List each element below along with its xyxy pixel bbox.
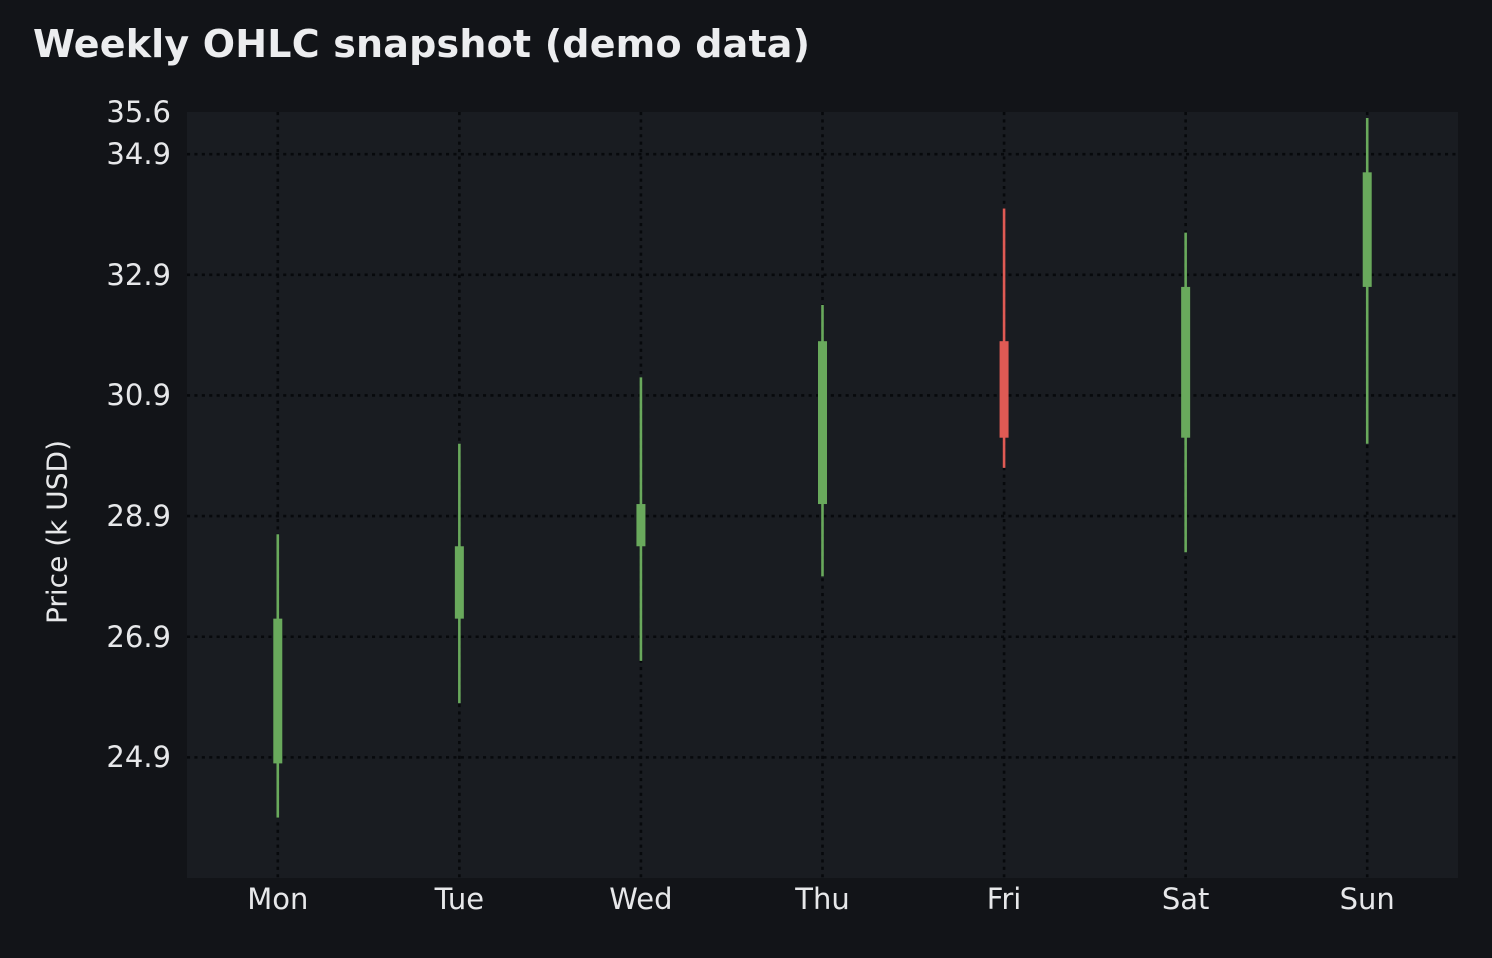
x-tick-label: Fri — [986, 882, 1022, 916]
y-tick-label: 32.9 — [106, 257, 171, 292]
candle-body — [636, 504, 646, 547]
x-tick-label: Mon — [247, 882, 309, 916]
chart-title: Weekly OHLC snapshot (demo data) — [33, 22, 811, 66]
candle-body — [1362, 172, 1372, 287]
candle-body — [273, 618, 283, 764]
y-tick-label: 34.9 — [106, 137, 171, 172]
candle-body — [454, 546, 464, 619]
x-tick-label: Sun — [1339, 882, 1395, 916]
x-tick-label: Sat — [1161, 882, 1210, 916]
y-tick-label: 24.9 — [106, 740, 171, 775]
y-tick-label: 35.6 — [106, 95, 171, 129]
plot-area — [187, 112, 1458, 878]
candlestick-plot — [187, 112, 1458, 878]
candle-body — [1181, 286, 1191, 438]
x-tick-label: Thu — [795, 882, 850, 916]
y-tick-label: 26.9 — [106, 619, 171, 654]
y-tick-label: 30.9 — [106, 378, 171, 413]
x-tick-label: Tue — [434, 882, 485, 916]
x-tick-label: Wed — [609, 882, 673, 916]
y-tick-label: 28.9 — [106, 499, 171, 534]
candle-body — [818, 341, 827, 505]
candle-body — [999, 341, 1009, 438]
